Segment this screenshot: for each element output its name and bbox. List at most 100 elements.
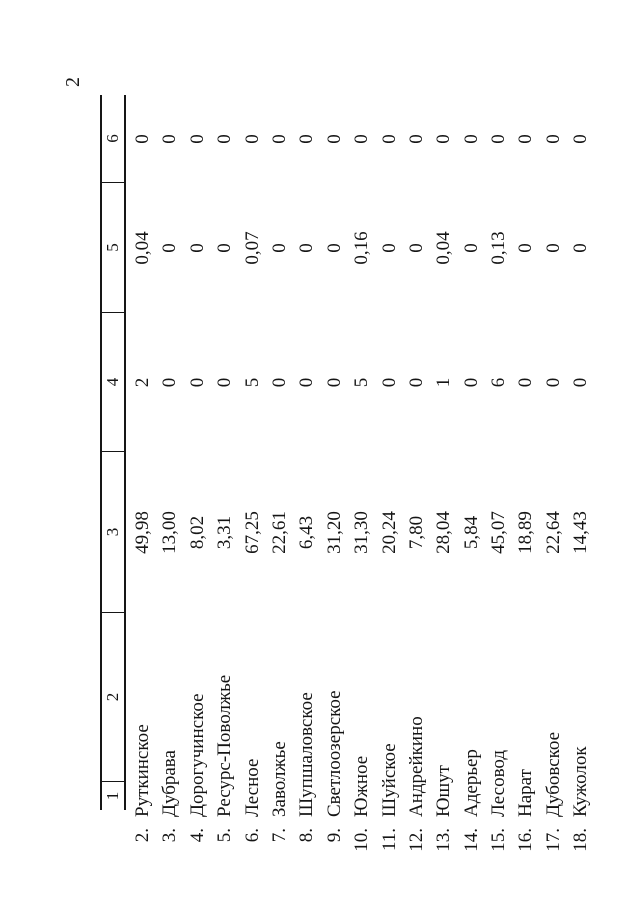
cell-col5: 0	[186, 243, 208, 253]
cell-col5: 0	[323, 243, 345, 253]
cell-col6: 0	[488, 134, 510, 144]
cell-col5: 0	[378, 243, 400, 253]
cell-col5: 0,07	[241, 231, 263, 265]
cell-col3: 7,80	[405, 515, 427, 550]
cell-col5: 0,04	[132, 231, 153, 265]
row-name: Нарат	[515, 769, 537, 817]
row-name: Заволжье	[268, 741, 290, 817]
cell-col4: 0	[405, 377, 427, 388]
row-number: 13.	[433, 828, 455, 852]
row-number: 8.	[296, 828, 318, 843]
cell-col5: 0	[296, 243, 318, 253]
cell-col3: 5,84	[460, 515, 482, 550]
header-col-4: 4	[102, 313, 124, 452]
table-row: 9. Светлоозерское 31,20 0 0 0	[321, 95, 348, 865]
row-name: Ресурс-Поволжье	[214, 674, 236, 817]
cell-col3: 14,43	[570, 511, 592, 554]
cell-col4: 0	[460, 377, 482, 388]
cell-col4: 0	[268, 377, 290, 388]
cell-col3: 20,24	[378, 511, 400, 554]
cell-col6: 0	[323, 134, 345, 144]
cell-col5: 0,13	[488, 231, 510, 265]
cell-col6: 0	[241, 134, 263, 144]
row-number: 5.	[214, 828, 236, 843]
cell-col6: 0	[460, 134, 482, 144]
row-name: Дубовское	[542, 731, 564, 817]
row-name: Светлоозерское	[323, 690, 345, 817]
cell-col3: 8,02	[186, 515, 208, 550]
cell-col6: 0	[378, 134, 400, 144]
row-number: 4.	[186, 828, 208, 843]
table-row: 15. Лесовод 45,07 6 0,13 0	[485, 95, 512, 865]
cell-col5: 0	[515, 243, 537, 253]
cell-col6: 0	[214, 134, 236, 144]
row-name: Юшут	[433, 765, 455, 817]
cell-col6: 0	[159, 134, 181, 144]
row-name: Шуйское	[378, 743, 400, 817]
cell-col5: 0	[460, 243, 482, 253]
cell-col3: 49,98	[132, 511, 153, 554]
cell-col6: 0	[515, 134, 537, 144]
table-row: 5. Ресурс-Поволжье 3,31 0 0 0	[211, 95, 238, 865]
cell-col3: 18,89	[515, 511, 537, 554]
cell-col5: 0	[214, 243, 236, 253]
table-row: 6. Лесное 67,25 5 0,07 0	[239, 95, 266, 865]
cell-col5: 0	[570, 243, 592, 253]
table-row: 4. Дорогучинское 8,02 0 0 0	[184, 95, 211, 865]
table-row: 17. Дубовское 22,64 0 0 0	[540, 95, 567, 865]
page-number: 2	[62, 77, 84, 87]
cell-col4: 0	[323, 377, 345, 388]
header-col-1: 1	[103, 791, 122, 801]
row-number: 3.	[159, 828, 181, 843]
cell-col3: 45,07	[488, 511, 510, 554]
table-row: 10. Южное 31,30 5 0,16 0	[348, 95, 375, 865]
cell-col5: 0,16	[351, 231, 373, 265]
cell-col3: 28,04	[433, 511, 455, 554]
cell-col3: 67,25	[241, 511, 263, 554]
cell-col6: 0	[433, 134, 455, 144]
cell-col4: 0	[186, 377, 208, 388]
row-name: Лесовод	[488, 749, 510, 817]
cell-col4: 0	[159, 377, 181, 388]
row-name: Дорогучинское	[186, 693, 208, 817]
cell-col6: 0	[351, 134, 373, 144]
row-name: Южное	[351, 755, 373, 817]
row-name: Лесное	[241, 758, 263, 817]
cell-col3: 22,61	[268, 511, 290, 554]
cell-col5: 0	[159, 243, 181, 253]
cell-col5: 0,04	[433, 231, 455, 265]
row-name: Шупшаловское	[296, 692, 318, 817]
table-row: 8. Шупшаловское 6,43 0 0 0	[293, 95, 320, 865]
cell-col3: 3,31	[214, 515, 236, 550]
cell-col4: 0	[214, 377, 236, 388]
cell-col4: 6	[488, 377, 510, 388]
row-number: 9.	[323, 828, 345, 843]
row-number: 6.	[241, 828, 263, 843]
cell-col4: 0	[570, 377, 592, 388]
cell-col4: 0	[542, 377, 564, 388]
cell-col6: 0	[542, 134, 564, 144]
table-row: 14. Адерьер 5,84 0 0 0	[458, 95, 485, 865]
table-row: 18. Кужолок 14,43 0 0 0	[567, 95, 594, 865]
table-body: 2. Руткинское 49,98 2 0,04 0 3. Дубрава …	[129, 95, 595, 865]
cell-col6: 0	[570, 134, 592, 144]
row-name: Андрейкино	[405, 716, 427, 817]
cell-col3: 31,20	[323, 511, 345, 554]
header-col-6: 6	[102, 95, 124, 183]
cell-col4: 0	[296, 377, 318, 388]
row-number: 12.	[405, 828, 427, 852]
cell-col3: 22,64	[542, 511, 564, 554]
cell-col5: 0	[268, 243, 290, 253]
row-name: Дубрава	[159, 750, 181, 817]
cell-col4: 2	[132, 377, 153, 388]
table-row: 2. Руткинское 49,98 2 0,04 0	[129, 95, 156, 865]
cell-col6: 0	[186, 134, 208, 144]
table-row: 11. Шуйское 20,24 0 0 0	[376, 95, 403, 865]
row-number: 15.	[488, 828, 510, 852]
row-name: Руткинское	[132, 724, 153, 817]
header-col-2: 2	[102, 613, 124, 782]
cell-col6: 0	[268, 134, 290, 144]
row-number: 14.	[460, 828, 482, 852]
row-number: 7.	[268, 828, 290, 843]
